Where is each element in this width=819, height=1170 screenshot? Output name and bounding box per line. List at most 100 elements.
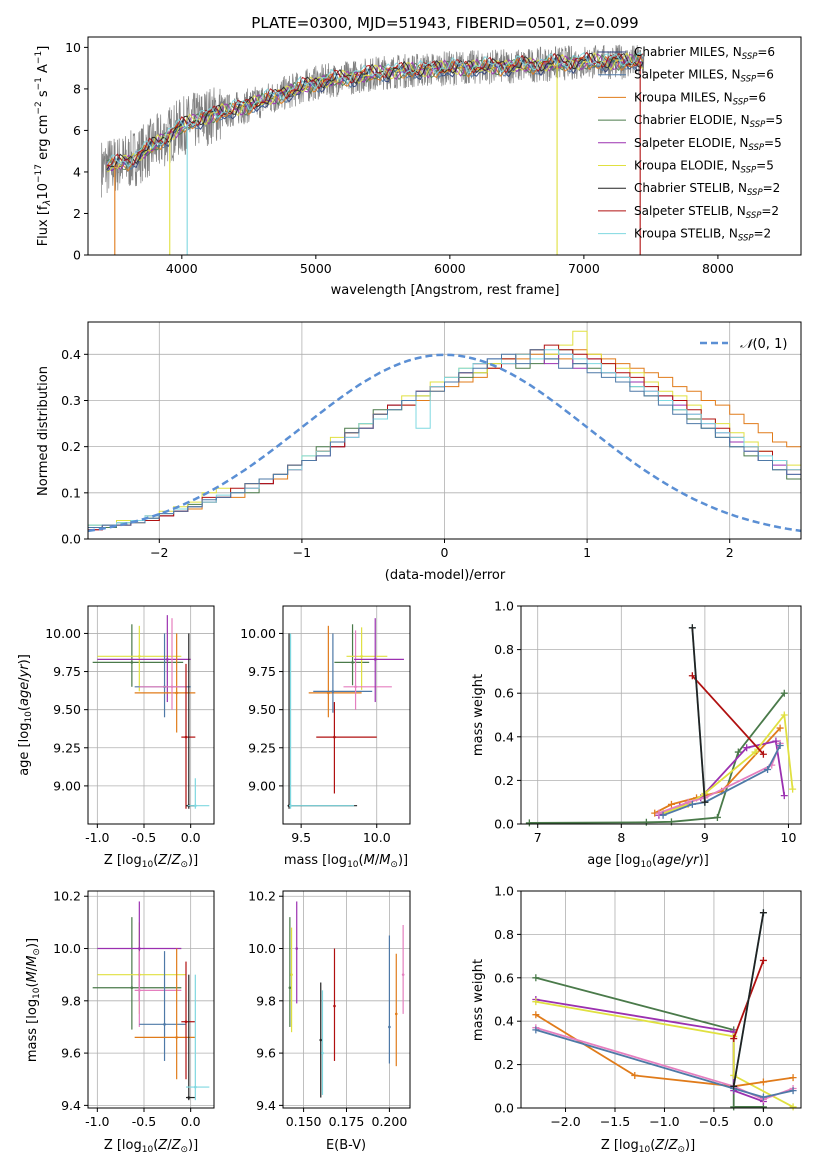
axes-frame	[520, 890, 802, 1109]
age-vs-metallicity-panel: -1.0 -0.5 0.0 9.00 9.25 9.50 9.75 10.00	[45, 605, 215, 845]
errorbar-point	[184, 735, 188, 739]
weight-marker	[776, 742, 784, 750]
x-tick-label: −0.5	[699, 1114, 729, 1129]
residual-histogram-panel: −2 −1 0 1 2 0.0 0.1 0.2 0.3 0.4 (data-model)/erro…	[36, 321, 802, 583]
x-tick-label: 8	[617, 830, 625, 845]
errorbar-point	[166, 658, 169, 661]
model-spectrum-line	[106, 53, 644, 171]
y-tick-label: 9.8	[256, 993, 276, 1008]
normal-legend-label: 𝒩(0, 1)	[740, 337, 787, 352]
weight-marker	[701, 798, 709, 806]
model-spectrum-line	[106, 51, 644, 168]
x-tick-label: 0.150	[286, 1114, 322, 1129]
spectrum-ylabel: Flux [fλ10−17 erg cm−2 s−1 A−1]	[34, 46, 53, 247]
y-tick-label: 8	[73, 81, 81, 96]
y-tick-label: 0.1	[61, 485, 81, 500]
weight-marker	[759, 1078, 767, 1086]
model-spectrum-line	[106, 52, 644, 171]
x-tick-label: 8000	[702, 261, 734, 276]
data-layer	[288, 901, 405, 1098]
grid	[521, 605, 801, 825]
mw-age-xlabel: age [log10(age/yr)]	[587, 853, 709, 870]
weight-marker	[759, 750, 767, 758]
weight-marker	[532, 998, 540, 1006]
weight-marker	[684, 798, 692, 806]
y-tick-label: 9.50	[248, 702, 276, 717]
errorbar-point	[130, 986, 134, 990]
errorbar-point	[351, 661, 354, 664]
grid	[521, 890, 801, 1109]
histogram-ticks: −2 −1 0 1 2 0.0 0.1 0.2 0.3 0.4	[61, 347, 734, 560]
weight-line	[691, 627, 706, 803]
y-tick-label: 0.0	[494, 817, 514, 832]
y-tick-label: 9.4	[61, 1098, 81, 1113]
x-tick-label: 7	[534, 830, 542, 845]
weight-marker	[780, 792, 788, 800]
ticks: 7 8 9 10 0.0 0.2 0.4 0.6 0.8 1.0	[494, 599, 796, 846]
errorbar-point	[333, 735, 336, 739]
y-tick-label: 0.2	[494, 773, 514, 788]
mass-z-xlabel: Z [log10(Z/Z⊙)]	[104, 1138, 198, 1155]
x-tick-label: −1.5	[600, 1114, 630, 1129]
x-tick-label: 1	[583, 545, 591, 560]
y-tick-label: 10.00	[240, 626, 276, 641]
weight-marker	[780, 711, 788, 719]
y-tick-label: 0.0	[61, 532, 81, 547]
weight-marker	[789, 1087, 797, 1095]
y-tick-label: 9.6	[61, 1046, 81, 1061]
weight-line	[535, 1029, 794, 1099]
errorbar-point	[394, 1012, 398, 1016]
x-tick-label: 2	[726, 545, 734, 560]
y-tick-label: 0.2	[61, 439, 81, 454]
y-tick-label: 10.0	[53, 941, 81, 956]
spectrum-data-layer	[101, 44, 645, 255]
histogram-ylabel: Normed distribution	[36, 366, 51, 496]
weight-marker	[659, 811, 667, 819]
y-tick-label: 4	[73, 164, 81, 179]
y-tick-label: 0.8	[494, 642, 514, 657]
y-tick-label: 9.25	[248, 740, 276, 755]
age-mass-xlabel: mass [log10(M/M⊙)]	[284, 853, 408, 870]
errorbar-point	[138, 947, 141, 950]
weight-marker	[688, 672, 696, 680]
weight-marker	[688, 800, 696, 808]
y-tick-label: 1.0	[494, 884, 514, 899]
errorbar-point	[194, 804, 197, 808]
x-tick-label: −2.0	[550, 1114, 580, 1129]
errorbar-point	[288, 986, 292, 990]
weight-marker	[772, 737, 780, 745]
y-tick-label: 9.6	[256, 1046, 276, 1061]
histogram-legend: 𝒩(0, 1)	[700, 337, 787, 352]
weight-marker	[525, 819, 533, 827]
spectrum-xlabel: wavelength [Angstrom, rest frame]	[331, 283, 560, 298]
y-tick-label: 9.4	[256, 1098, 276, 1113]
errorbar-point	[295, 947, 299, 950]
errorbar-point	[175, 1036, 178, 1039]
spectrum-panel: PLATE=0300, MJD=51943, FIBERID=0501, z=0…	[34, 14, 802, 298]
errorbar-point	[327, 691, 330, 695]
y-tick-label: 10.00	[45, 626, 81, 641]
y-tick-label: 10.2	[248, 889, 276, 904]
x-tick-label: -0.5	[132, 1114, 156, 1129]
data-layer	[287, 618, 404, 809]
mass-vs-ebv-panel: 0.150 0.175 0.200 9.4 9.6 9.8 10.0 10.2	[248, 889, 411, 1129]
grid	[88, 606, 214, 824]
y-tick-label: 0.6	[494, 970, 514, 985]
ticks: −2.0 −1.5 −1.0 −0.5 0.0 0.0 0.2 0.4 0.6 0.8 1.0	[494, 884, 773, 1130]
y-tick-label: 0.6	[494, 686, 514, 701]
errorbar-point	[388, 1025, 391, 1029]
x-tick-label: 0.200	[372, 1114, 408, 1129]
errorbar-point	[373, 658, 377, 661]
ebv-xlabel: E(B-V)	[326, 1138, 366, 1153]
y-tick-label: 10.0	[248, 941, 276, 956]
errorbar-point	[289, 804, 292, 808]
x-tick-label: 10.0	[363, 830, 391, 845]
y-tick-label: 10.2	[53, 889, 81, 904]
y-tick-label: 9.00	[248, 778, 276, 793]
weight-marker	[688, 624, 696, 632]
mw-z-ylabel: mass weight	[471, 959, 486, 1041]
legend-entry-label: Chabrier MILES, NSSP=6	[634, 45, 775, 62]
weight-marker	[730, 1035, 738, 1043]
legend-entry-label: Salpeter MILES, NSSP=6	[634, 68, 774, 85]
x-tick-label: 7000	[568, 261, 600, 276]
